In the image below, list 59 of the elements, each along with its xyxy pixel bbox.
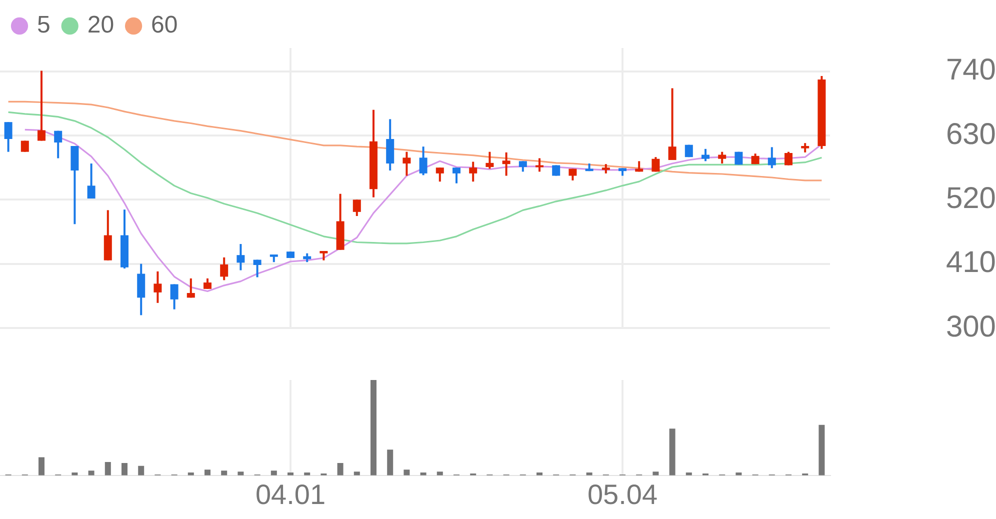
bar [370,380,376,476]
bar [436,472,443,476]
legend-label: 20 [87,12,114,39]
bar [270,470,277,476]
bar [387,450,394,476]
legend-label: 5 [37,12,50,39]
candlestick [220,256,228,282]
bar [337,463,344,476]
candlestick [170,283,178,310]
candlestick [784,150,792,166]
y-tick-label: 300 [946,310,996,344]
bar [238,472,244,476]
candlestick [718,150,726,164]
candlestick [486,150,494,170]
candlestick [54,130,62,160]
candlestick [419,146,428,176]
y-tick-label: 520 [946,182,996,215]
candlestick [137,262,146,316]
bar [404,470,410,476]
candlestick [652,156,660,173]
bar [652,472,659,476]
bar [818,424,825,476]
bar [669,428,676,476]
candlestick [38,70,46,142]
candlestick [253,258,262,278]
candlestick [668,87,676,161]
bar [138,466,144,476]
y-tick-label: 740 [946,54,996,87]
candlestick [536,157,544,173]
bar [38,457,44,476]
legend-label: 60 [151,12,178,39]
candlestick [469,160,478,183]
candlestick [204,277,212,290]
candlestick [236,243,245,272]
bar [104,462,111,476]
y-tick-label: 630 [946,118,996,151]
candlestick [502,151,510,177]
candlestick [702,148,710,162]
candlestick [452,166,460,184]
candlestick [4,121,12,153]
candlestick [402,150,411,177]
x-tick-label: 04.01 [255,478,326,510]
candlestick [87,162,96,200]
candlestick [436,166,444,183]
candlestick [352,198,361,217]
candlestick [801,142,810,154]
candlestick [602,163,610,174]
candlestick [154,270,162,304]
y-tick-label: 410 [946,246,996,280]
bar [354,472,360,476]
candlestick [186,277,195,299]
candlestick [518,160,527,173]
candlestick [320,250,328,262]
bar [204,470,210,476]
candlestick [768,146,776,170]
bar [88,470,94,476]
bar [122,463,128,476]
x-tick-label: 05.04 [587,478,658,510]
bar [221,470,228,476]
